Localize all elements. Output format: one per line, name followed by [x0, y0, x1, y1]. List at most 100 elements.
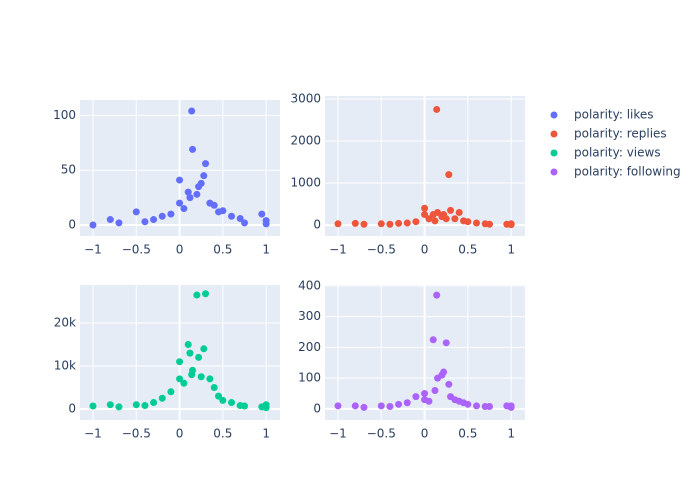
point	[403, 399, 411, 407]
point	[150, 399, 158, 407]
point	[202, 160, 210, 168]
point	[210, 383, 218, 391]
point	[395, 219, 403, 227]
point	[132, 208, 140, 216]
x-tick-label: 0.5	[213, 243, 232, 257]
point	[412, 218, 420, 226]
point	[258, 210, 266, 218]
point	[202, 290, 210, 298]
point	[228, 212, 236, 220]
point	[189, 366, 197, 374]
legend-label: polarity: views	[574, 146, 661, 160]
point	[219, 396, 227, 404]
legend-label: polarity: replies	[574, 127, 667, 141]
x-tick-label: −1	[84, 243, 102, 257]
x-tick-label: −0.5	[367, 427, 396, 441]
y-tick-label: 10k	[54, 359, 76, 373]
point	[115, 403, 123, 411]
point	[421, 204, 429, 212]
point	[193, 291, 201, 299]
point	[262, 404, 270, 412]
point	[431, 386, 439, 394]
point	[486, 402, 494, 410]
point	[334, 220, 342, 228]
x-tick-label: −1	[84, 427, 102, 441]
point	[188, 107, 196, 115]
x-tick-label: 0	[421, 243, 429, 257]
y-tick-label: 0	[68, 401, 76, 415]
point	[421, 211, 429, 219]
point	[403, 219, 411, 227]
point	[455, 208, 463, 216]
point	[377, 402, 385, 410]
point	[425, 215, 433, 223]
x-tick-label: 0.5	[213, 427, 232, 441]
y-tick-label: 3000	[290, 91, 321, 105]
point	[176, 358, 184, 366]
point	[236, 214, 244, 222]
point	[184, 188, 192, 196]
point	[473, 402, 481, 410]
point	[219, 207, 227, 215]
point	[89, 402, 97, 410]
point	[195, 353, 203, 361]
y-tick-label: 100	[53, 108, 76, 122]
point	[395, 400, 403, 408]
point	[158, 212, 166, 220]
point	[434, 208, 442, 216]
point	[412, 393, 420, 401]
point	[176, 199, 184, 207]
point	[176, 375, 184, 383]
point	[442, 339, 450, 347]
y-tick-label: 1000	[290, 176, 321, 190]
y-tick-label: 2000	[290, 133, 321, 147]
x-tick-label: −1	[329, 243, 347, 257]
point	[106, 216, 114, 224]
point	[445, 171, 453, 179]
point	[200, 345, 208, 353]
point	[193, 190, 201, 198]
point	[425, 397, 433, 405]
point	[200, 172, 208, 180]
point	[507, 402, 515, 410]
point	[386, 402, 394, 410]
point	[433, 105, 441, 113]
point	[197, 373, 205, 381]
point	[351, 402, 359, 410]
point	[507, 221, 515, 229]
point	[206, 375, 214, 383]
y-tick-label: 200	[298, 340, 321, 354]
y-tick-label: 50	[61, 163, 76, 177]
point	[464, 400, 472, 408]
point	[241, 219, 249, 227]
x-tick-label: 0	[176, 243, 184, 257]
point	[442, 215, 450, 223]
legend-marker	[550, 149, 558, 157]
point	[215, 392, 223, 400]
x-tick-label: 0	[176, 427, 184, 441]
point	[167, 388, 175, 396]
point	[241, 402, 249, 410]
y-tick-label: 400	[298, 278, 321, 292]
point	[445, 380, 453, 388]
x-tick-label: 0	[421, 427, 429, 441]
point	[360, 220, 368, 228]
point	[210, 201, 218, 209]
y-tick-label: 0	[313, 401, 321, 415]
x-tick-label: 1	[262, 427, 270, 441]
point	[141, 402, 149, 410]
y-tick-label: 0	[313, 218, 321, 232]
point	[351, 219, 359, 227]
point	[421, 390, 429, 398]
x-tick-label: −1	[329, 427, 347, 441]
x-tick-label: −0.5	[122, 427, 151, 441]
point	[386, 220, 394, 228]
legend-label: polarity: likes	[574, 108, 654, 122]
x-tick-label: −0.5	[122, 243, 151, 257]
point	[473, 219, 481, 227]
point	[141, 218, 149, 226]
point	[431, 217, 439, 225]
point	[89, 221, 97, 229]
point	[451, 215, 459, 223]
